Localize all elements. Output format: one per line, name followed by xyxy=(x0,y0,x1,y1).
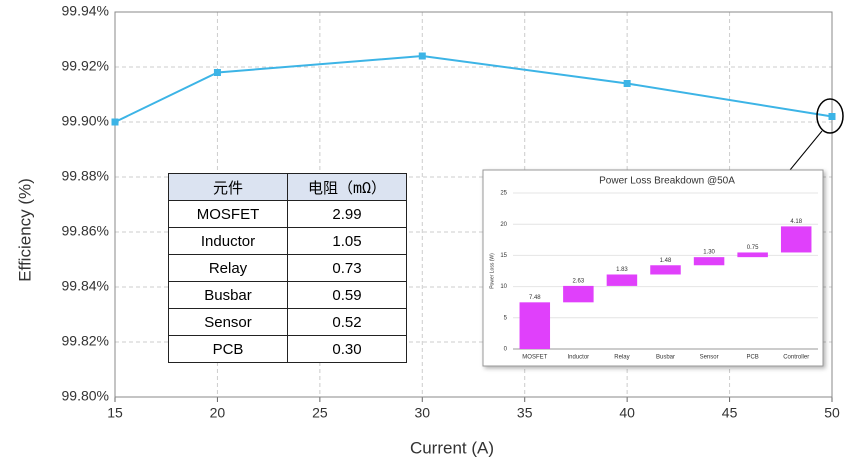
x-tick-label: 30 xyxy=(414,405,430,421)
x-tick-label: 20 xyxy=(210,405,226,421)
table-cell: 2.99 xyxy=(287,200,407,228)
efficiency-line xyxy=(114,54,833,123)
plot-frame xyxy=(114,11,833,398)
table-cell: 0.73 xyxy=(287,254,407,282)
data-point xyxy=(623,80,631,87)
table-cell: MOSFET xyxy=(168,200,288,228)
table-cell: Busbar xyxy=(168,281,288,309)
table-header: 电阻（mΩ） xyxy=(287,173,407,201)
x-tick-label: 35 xyxy=(517,405,533,421)
table-cell: PCB xyxy=(168,335,288,363)
table-cell: Relay xyxy=(168,254,288,282)
x-tick-label: 45 xyxy=(722,405,738,421)
data-point xyxy=(418,52,426,60)
y-tick-label: 99.80% xyxy=(62,388,109,404)
x-tick-label: 25 xyxy=(312,405,328,421)
y-tick-label: 99.82% xyxy=(62,333,109,349)
y-tick-label: 99.92% xyxy=(62,58,109,74)
table-header: 元件 xyxy=(168,173,288,201)
y-axis-label: Efficiency (%) xyxy=(15,178,34,282)
y-tick-label: 99.94% xyxy=(62,3,109,19)
y-tick-label: 99.84% xyxy=(62,278,109,294)
table-cell: 0.52 xyxy=(287,308,407,336)
table-cell: 0.30 xyxy=(287,335,407,363)
table-cell: Inductor xyxy=(168,227,288,255)
table-cell: 1.05 xyxy=(287,227,407,255)
data-point xyxy=(111,118,119,126)
y-tick-label: 99.90% xyxy=(62,113,109,129)
table-cell: Sensor xyxy=(168,308,288,336)
resistance-table: 元件 电阻（mΩ） MOSFET 2.99 Inductor 1.05 Relay 0.73… xyxy=(168,173,407,363)
data-point xyxy=(213,69,221,76)
table-cell: 0.59 xyxy=(287,281,407,309)
x-tick-label: 40 xyxy=(619,405,635,421)
y-tick-label: 99.88% xyxy=(62,168,109,184)
x-tick-label: 15 xyxy=(107,405,123,421)
x-tick-label: 50 xyxy=(824,405,840,421)
y-tick-label: 99.86% xyxy=(62,223,109,239)
data-point xyxy=(828,113,836,120)
x-axis-label: Current (A) xyxy=(410,438,494,457)
